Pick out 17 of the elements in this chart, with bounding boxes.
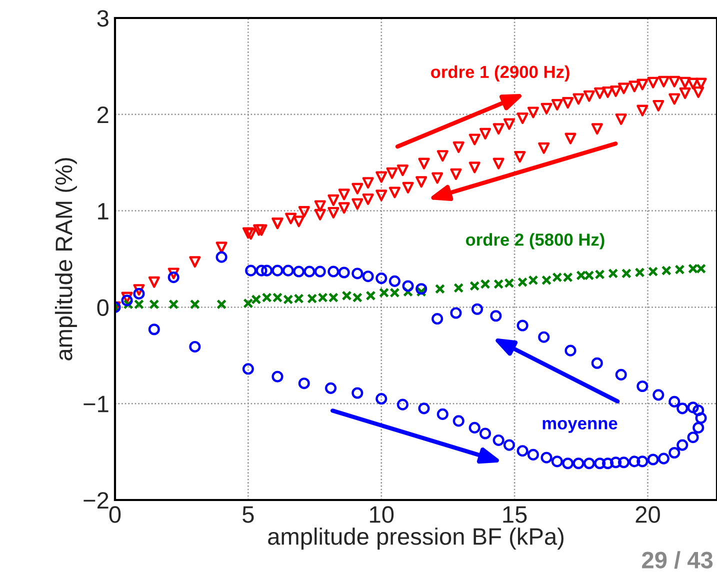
text: 29 / 43 — [642, 551, 713, 569]
x-axis-title: amplitude pression BF (kPa) — [268, 528, 564, 550]
y-tick-label: 2 — [98, 106, 108, 123]
x-tick-label: 5 — [242, 506, 254, 523]
y-tick-label: 1 — [98, 203, 108, 220]
x-tick-label: 15 — [503, 506, 527, 523]
series-label: ordre 1 (2900 Hz) — [431, 65, 570, 82]
x-tick-label: 0 — [109, 506, 121, 523]
y-tick-label: −2 — [84, 492, 108, 509]
y-tick-label: 0 — [97, 299, 109, 316]
y-tick-label: 3 — [97, 10, 108, 27]
y-axis-title: amplitude RAM (%) — [54, 158, 77, 360]
series-label: moyenne — [542, 420, 618, 433]
y-tick-label: −1 — [84, 396, 108, 412]
x-tick-label: 10 — [370, 506, 394, 523]
series-label: ordre 2 (5800 Hz) — [466, 233, 604, 250]
x-tick-label: 20 — [636, 506, 660, 523]
